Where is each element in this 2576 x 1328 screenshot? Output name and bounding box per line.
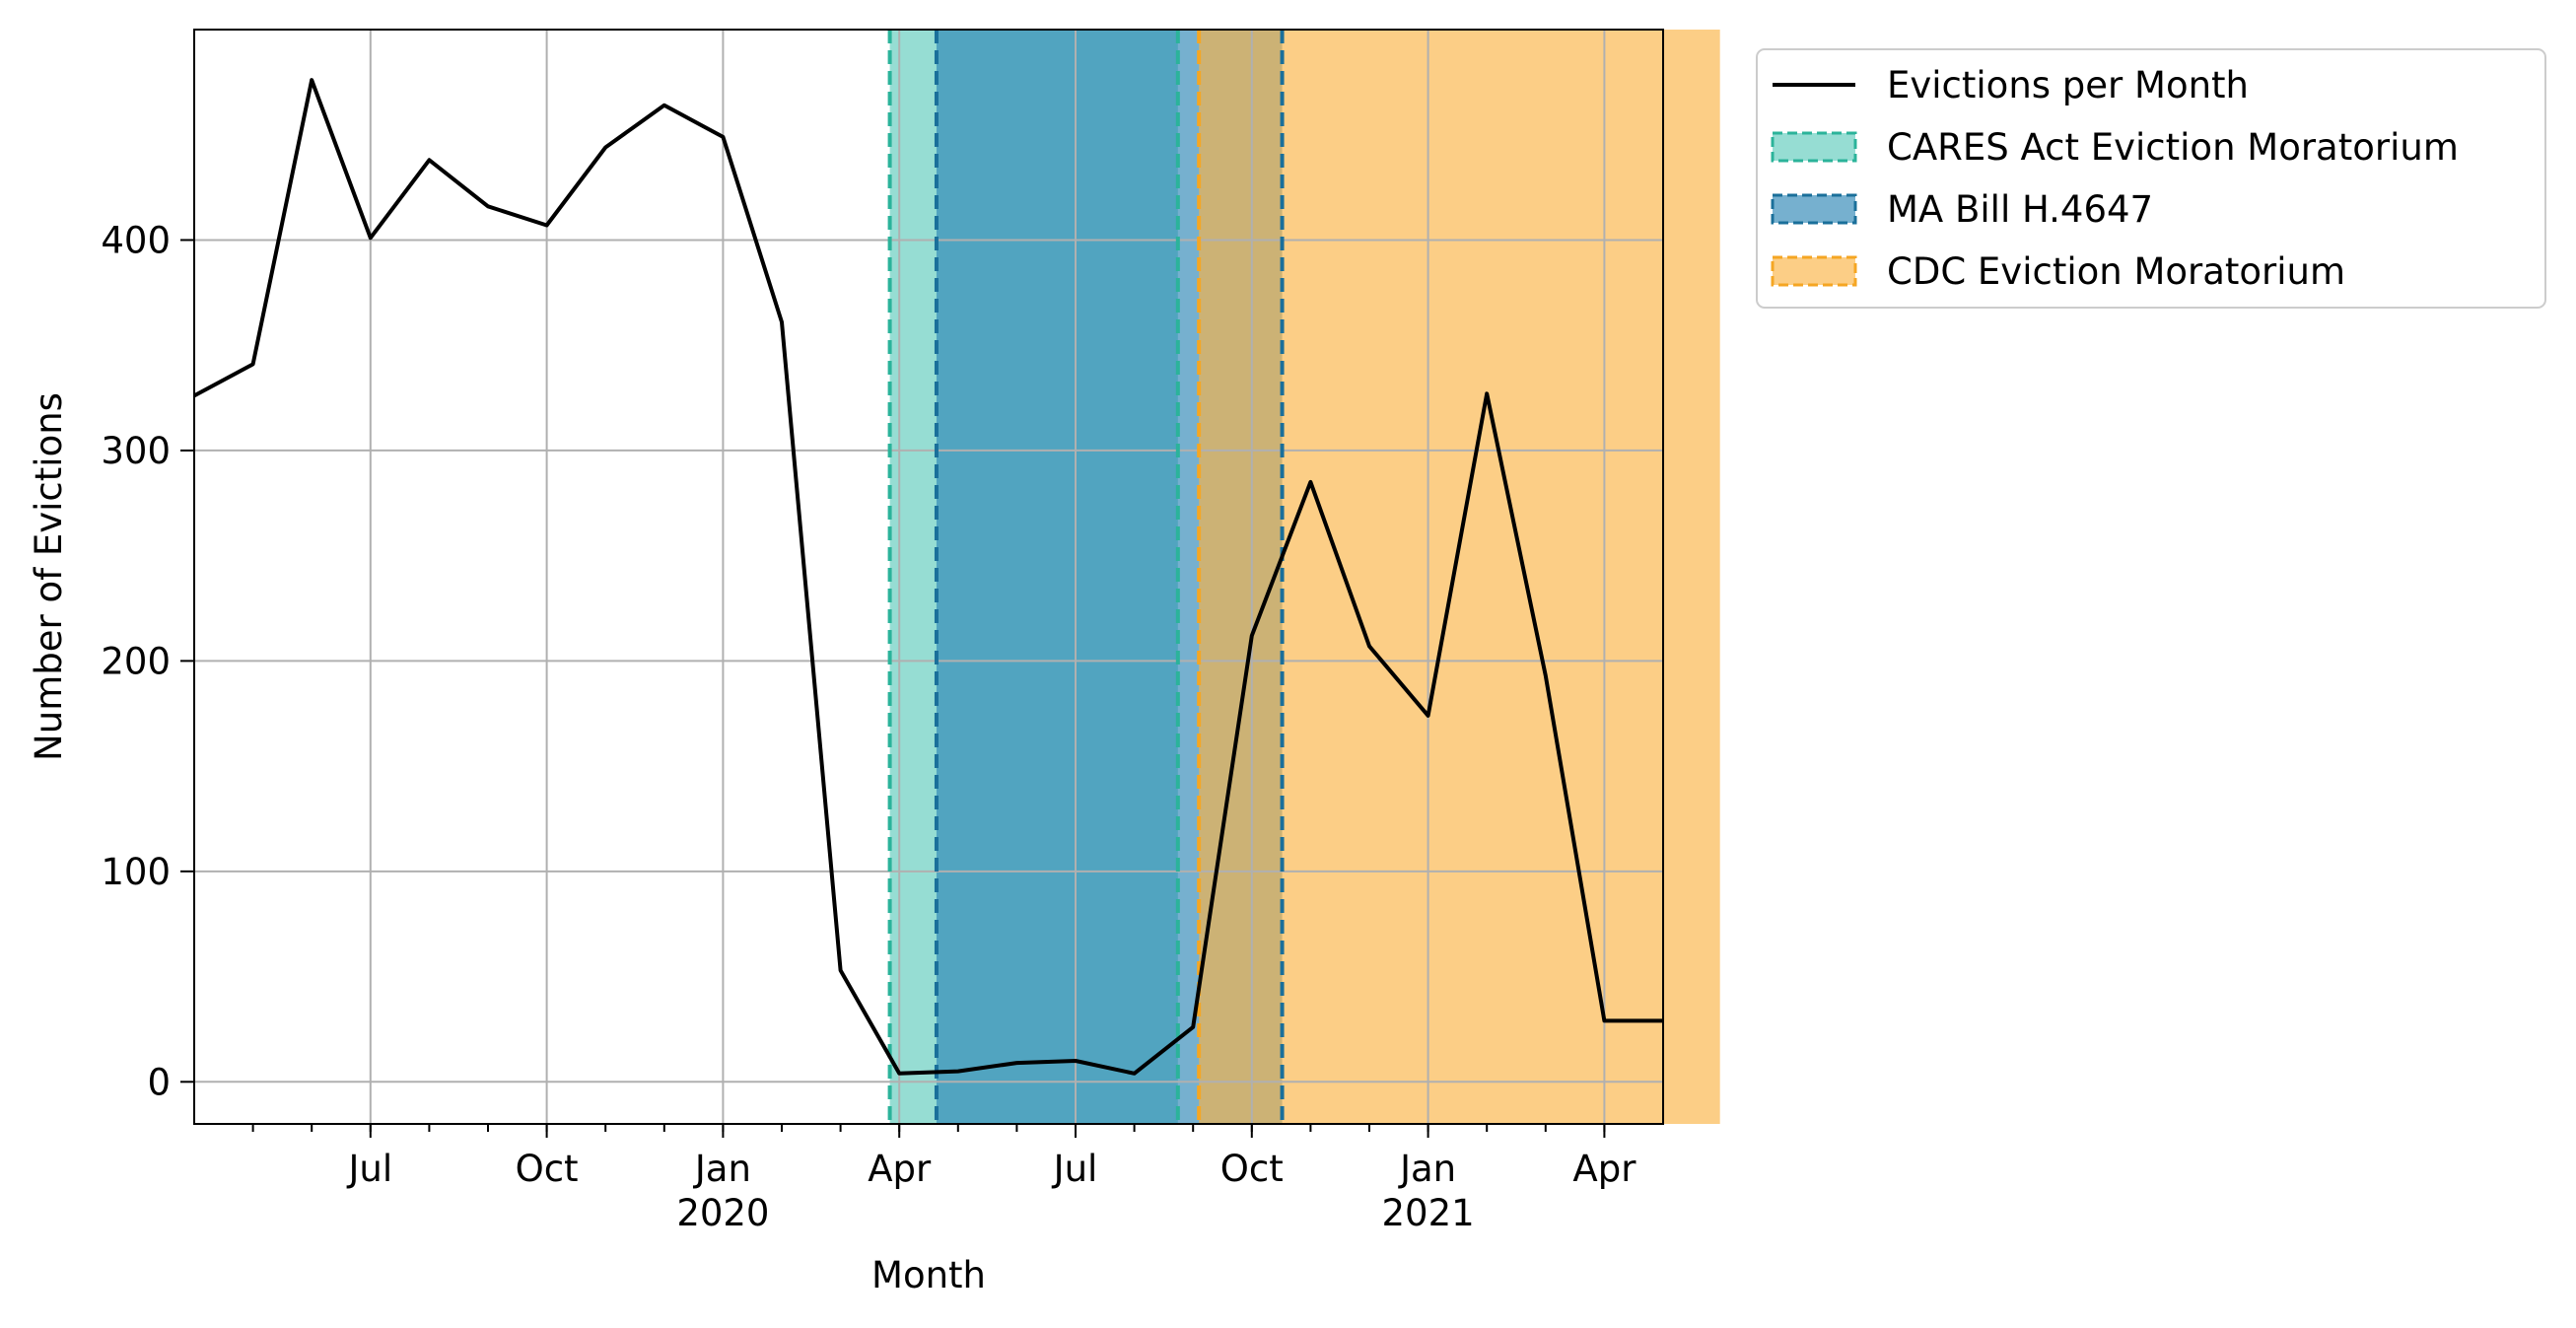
legend: Evictions per Month CARES Act Eviction Mo… — [1756, 48, 2546, 309]
data-point — [722, 136, 724, 138]
data-point — [546, 225, 548, 227]
data-point — [898, 1073, 900, 1075]
legend-label: Evictions per Month — [1887, 64, 2249, 106]
x-tick-label: Apr — [1572, 1148, 1636, 1190]
x-tick-label: Jan — [1398, 1148, 1456, 1190]
y-tick-label: 100 — [101, 851, 171, 893]
y-tick-label: 400 — [101, 219, 171, 261]
data-point — [1545, 674, 1547, 676]
legend-patch-swatch — [1771, 193, 1857, 225]
x-tick-year-label: 2021 — [1382, 1192, 1475, 1234]
data-point — [840, 969, 842, 971]
data-point — [957, 1071, 959, 1073]
legend-patch-swatch — [1771, 255, 1857, 287]
y-axis-label: Number of Evictions — [28, 392, 70, 761]
data-point — [1251, 635, 1253, 637]
x-tick-label: Jan — [693, 1148, 751, 1190]
data-point — [370, 237, 372, 239]
series-line-1 — [193, 78, 1663, 1076]
data-point — [1134, 1073, 1136, 1075]
series-layer — [193, 78, 1664, 1076]
period-edge-layer — [887, 30, 1285, 1124]
x-axis-label: Month — [871, 1254, 986, 1296]
data-point — [1603, 1019, 1605, 1021]
x-tick-label: Jul — [1052, 1148, 1098, 1190]
legend-label: CARES Act Eviction Moratorium — [1887, 126, 2459, 169]
legend-box — [1756, 48, 2546, 309]
data-point — [1368, 645, 1370, 647]
data-point — [1015, 1062, 1017, 1064]
x-tick-label: Oct — [1220, 1148, 1284, 1190]
data-point — [1427, 715, 1429, 717]
x-tick-year-label: 2020 — [676, 1192, 769, 1234]
legend-label: MA Bill H.4647 — [1887, 188, 2153, 231]
data-point — [1309, 481, 1311, 483]
x-tick-label: Oct — [516, 1148, 579, 1190]
y-tick-label: 200 — [101, 640, 171, 682]
shading-layer — [889, 30, 1720, 1124]
legend-label: CDC Eviction Moratorium — [1887, 250, 2345, 293]
grid-layer — [194, 30, 1663, 1124]
data-point — [428, 159, 430, 161]
y-tick-label: 0 — [147, 1061, 171, 1103]
x-tick-label: Jul — [346, 1148, 392, 1190]
data-point — [487, 205, 489, 207]
plot-frame — [193, 29, 1664, 1125]
y-tick-label: 300 — [101, 430, 171, 472]
legend-patch-swatch — [1771, 131, 1857, 163]
data-point — [604, 147, 606, 149]
data-point — [1486, 392, 1488, 394]
shaded-period-3 — [1199, 30, 1720, 1124]
data-point — [781, 321, 783, 323]
x-tick-label: Apr — [868, 1148, 932, 1190]
data-point — [252, 363, 254, 365]
data-point — [311, 79, 313, 81]
data-point — [1192, 1026, 1194, 1028]
data-point — [1075, 1060, 1077, 1062]
